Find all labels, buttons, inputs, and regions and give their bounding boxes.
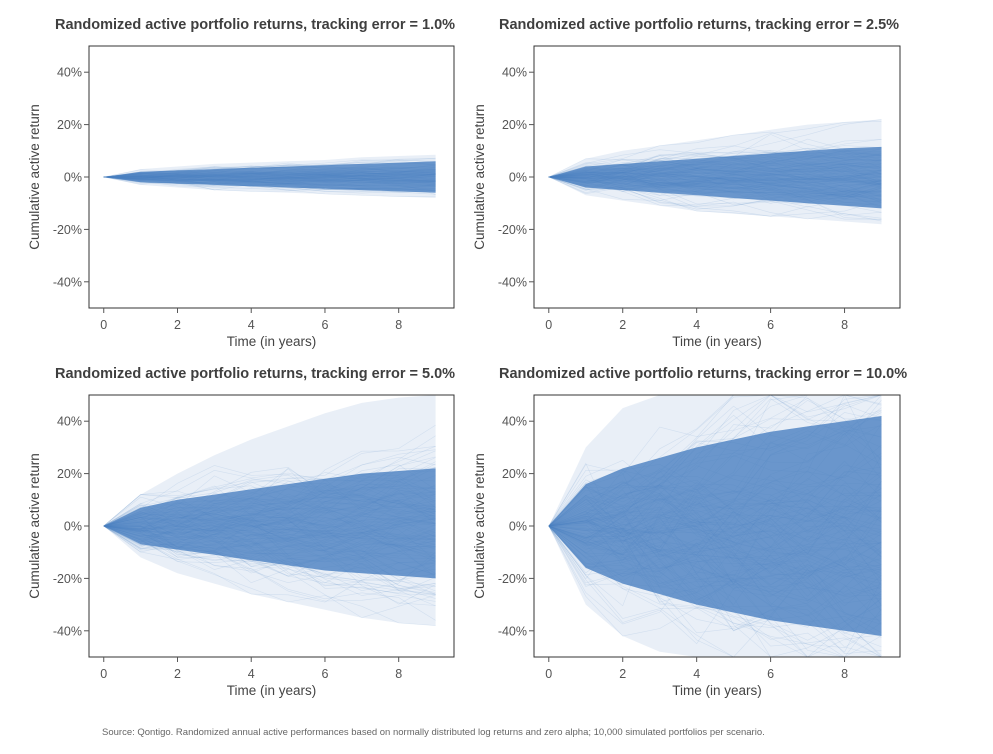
y-tick-label: -40% [53,624,82,638]
chart-panel-3: Randomized active portfolio returns, tra… [27,366,455,698]
x-tick-label: 0 [100,667,107,681]
y-tick-label: 40% [57,66,82,80]
chart-title: Randomized active portfolio returns, tra… [55,17,455,33]
plot-area [548,395,882,657]
y-tick-label: 20% [502,118,527,132]
y-tick-label: -20% [53,223,82,237]
y-tick-label: 20% [502,467,527,481]
plot-area [548,119,882,225]
y-tick-label: -40% [498,624,527,638]
simulated-path [103,525,436,626]
dense-band [548,416,882,636]
y-axis-label: Cumulative active return [27,104,42,250]
y-tick-label: -20% [53,572,82,586]
x-tick-label: 8 [841,667,848,681]
x-tick-label: 2 [619,667,626,681]
x-tick-label: 4 [693,318,700,332]
x-tick-label: 6 [321,318,328,332]
x-tick-label: 6 [767,318,774,332]
chart-panel-4: Randomized active portfolio returns, tra… [472,366,907,698]
figure: Randomized active portfolio returns, tra… [27,17,907,698]
y-axis-label: Cumulative active return [27,453,42,599]
x-tick-label: 0 [545,667,552,681]
x-tick-label: 2 [174,667,181,681]
x-tick-label: 6 [767,667,774,681]
y-tick-label: -20% [498,223,527,237]
simulated-path [548,131,882,178]
x-axis-label: Time (in years) [227,683,317,698]
x-tick-label: 4 [693,667,700,681]
y-tick-label: -40% [498,275,527,289]
plot-area [103,395,436,626]
y-tick-label: 20% [57,467,82,481]
x-tick-label: 6 [321,667,328,681]
y-tick-label: 0% [64,520,82,534]
y-tick-label: 0% [64,171,82,185]
x-tick-label: 0 [100,318,107,332]
x-tick-label: 8 [395,318,402,332]
x-tick-label: 2 [174,318,181,332]
dense-band [103,468,436,579]
chart-title: Randomized active portfolio returns, tra… [499,17,899,33]
x-tick-label: 4 [248,318,255,332]
y-tick-label: 0% [509,520,527,534]
x-tick-label: 0 [545,318,552,332]
y-tick-label: -20% [498,572,527,586]
y-tick-label: -40% [53,275,82,289]
dense-band [103,161,436,193]
y-axis-label: Cumulative active return [472,104,487,250]
x-axis-label: Time (in years) [672,334,762,349]
y-tick-label: 0% [509,171,527,185]
x-tick-label: 8 [841,318,848,332]
x-axis-label: Time (in years) [672,683,762,698]
dense-band [548,146,882,209]
x-tick-label: 2 [619,318,626,332]
simulated-path [548,525,882,657]
y-tick-label: 40% [502,415,527,429]
source-note: Source: Qontigo. Randomized annual activ… [102,727,765,738]
plot-area [103,154,436,198]
simulated-path [103,435,436,527]
simulated-path [103,525,436,603]
chart-panel-1: Randomized active portfolio returns, tra… [27,17,455,349]
chart-title: Randomized active portfolio returns, tra… [499,366,907,382]
y-tick-label: 40% [57,415,82,429]
chart-panel-2: Randomized active portfolio returns, tra… [472,17,901,349]
chart-title: Randomized active portfolio returns, tra… [55,366,455,382]
x-axis-label: Time (in years) [227,334,317,349]
y-axis-label: Cumulative active return [472,453,487,599]
y-tick-label: 40% [502,66,527,80]
x-tick-label: 4 [248,667,255,681]
y-tick-label: 20% [57,118,82,132]
x-tick-label: 8 [395,667,402,681]
